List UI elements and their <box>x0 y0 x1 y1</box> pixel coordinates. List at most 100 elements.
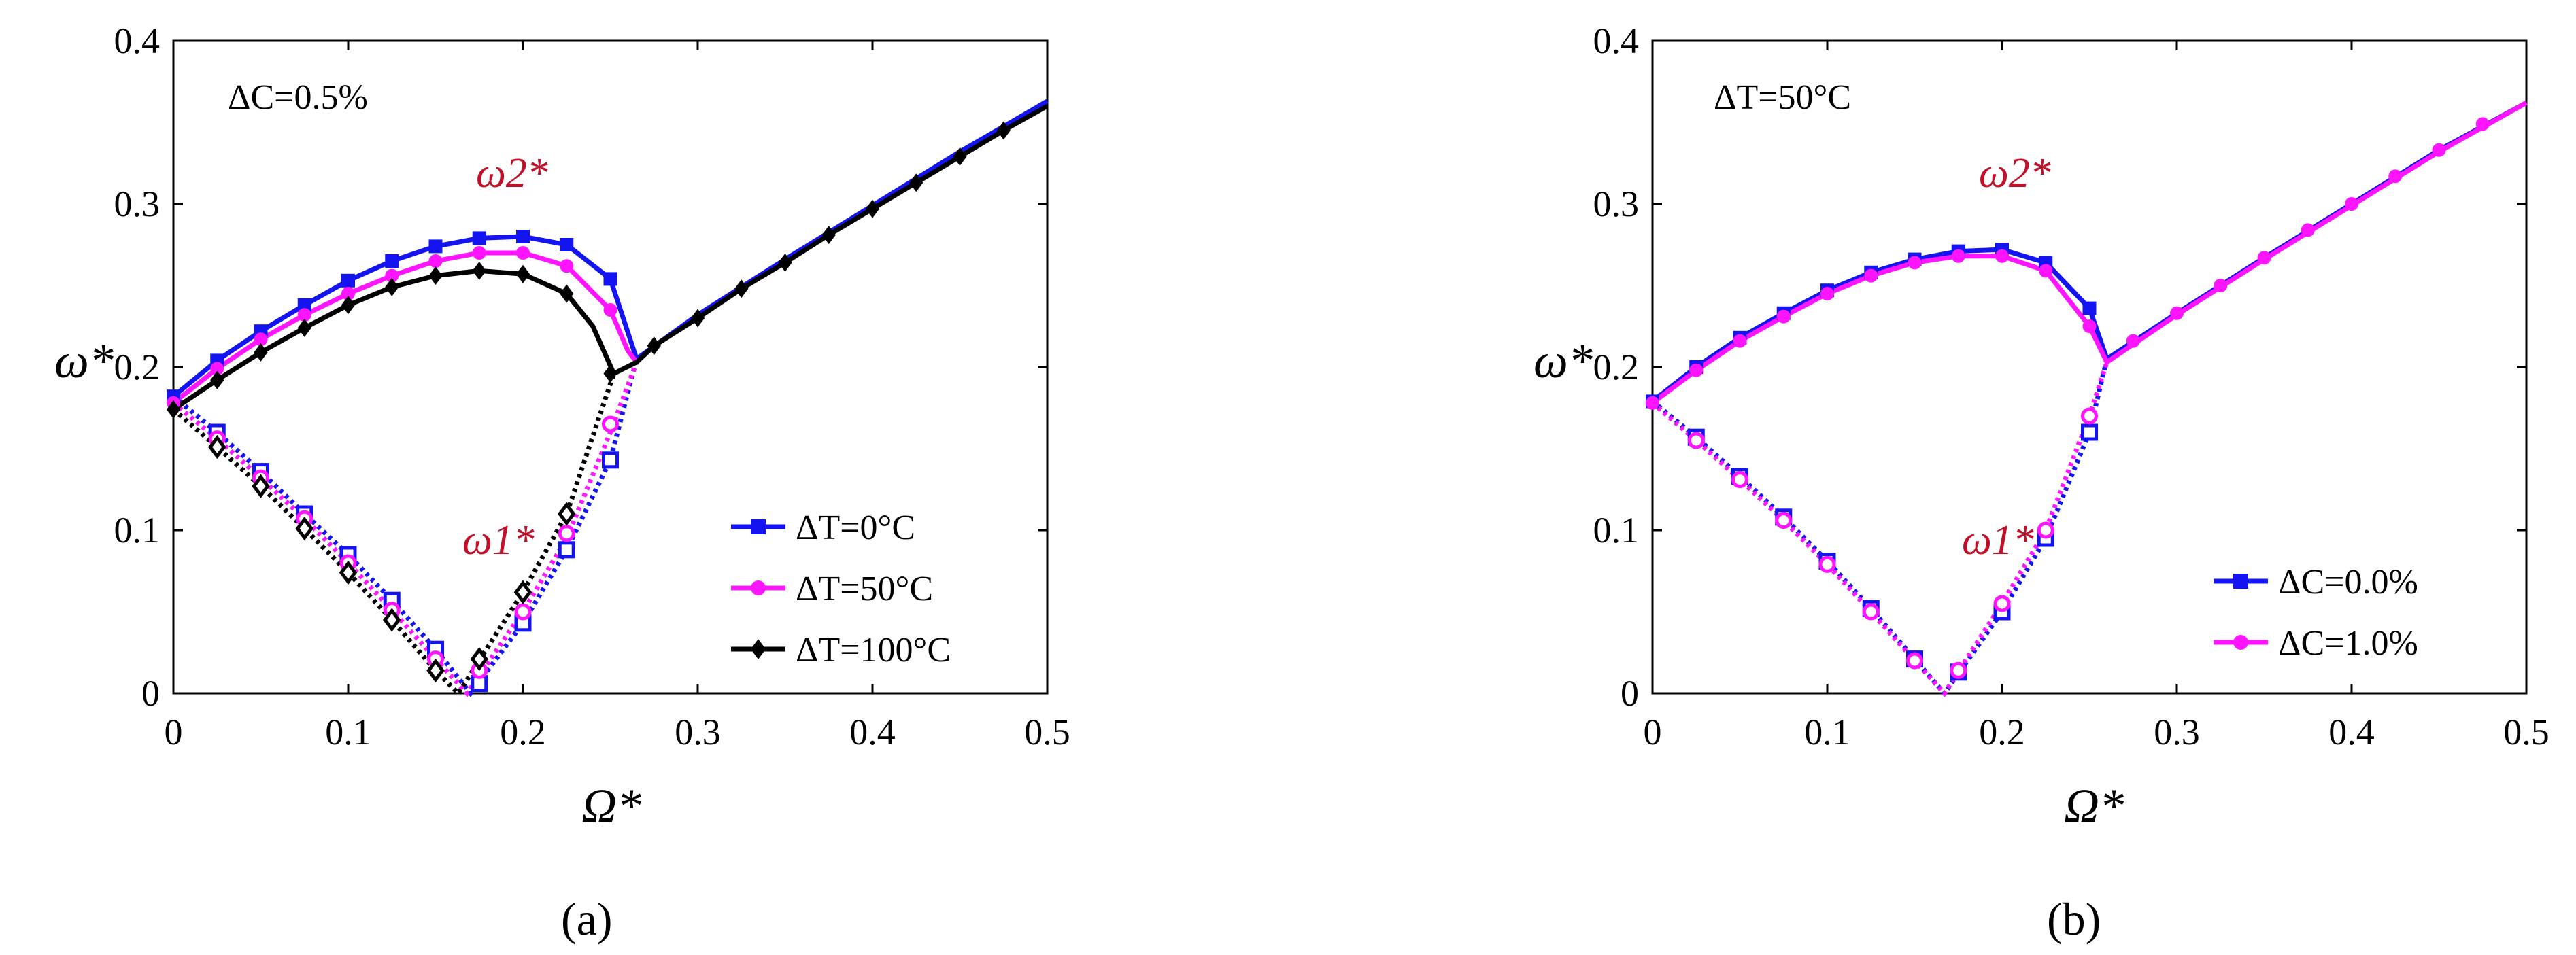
y-axis-label: ω* <box>54 334 114 388</box>
lower-branch-marker <box>339 560 358 585</box>
upper-branch-marker <box>2345 197 2358 211</box>
y-tick-label: 0.3 <box>1593 184 1640 224</box>
x-tick-label: 0.5 <box>1024 712 1070 752</box>
upper-branch-line <box>171 234 639 398</box>
upper-branch-marker <box>385 277 399 296</box>
lower-branch-marker <box>558 541 575 559</box>
lower-branch-marker <box>208 434 226 459</box>
axis-ticks: 0 0.1 0.2 0.3 0.4 0.5 0 0.1 0.2 0.3 0.4 <box>1593 20 2549 752</box>
panel-label: (b) <box>2047 893 2101 945</box>
y-axis-label: ω* <box>1533 334 1593 388</box>
upper-branch-marker <box>341 287 355 300</box>
upper-branch-marker <box>428 254 443 268</box>
lower-branch-label: ω1* <box>462 517 535 563</box>
upper-branch-marker <box>516 246 530 260</box>
upper-branch-marker <box>428 266 443 285</box>
legend-swatch-marker <box>751 519 766 534</box>
upper-branch-marker <box>2126 334 2140 348</box>
legend-swatch-marker <box>2233 635 2248 650</box>
lower-branch-marker <box>1687 432 1705 449</box>
upper-branch-marker <box>341 296 356 315</box>
x-tick-label: 0.4 <box>849 712 896 752</box>
legend-swatch-marker <box>750 639 766 659</box>
upper-branch-marker <box>472 246 486 260</box>
upper-branch-marker <box>1689 363 1704 377</box>
x-tick-label: 0.2 <box>1979 712 2025 752</box>
legend-label: ΔC=1.0% <box>2278 624 2418 663</box>
y-tick-label: 0.2 <box>114 347 160 387</box>
axis-ticks: 0 0.1 0.2 0.3 0.4 0.5 0 0.1 0.2 0.3 0.4 <box>114 20 1070 752</box>
upper-branch-marker <box>515 264 530 283</box>
chart-panel-a: 0 0.1 0.2 0.3 0.4 0.5 0 0.1 0.2 0.3 0.4 ΔC=0.5% ω2… <box>54 20 1070 945</box>
upper-branch-marker <box>603 364 617 383</box>
x-axis-label: Ω* <box>2064 779 2124 833</box>
upper-branch-marker <box>2257 251 2271 265</box>
legend-swatch-marker <box>751 580 766 595</box>
lower-branch-marker <box>513 580 532 604</box>
lower-branch-marker <box>2037 521 2054 539</box>
upper-branch-marker <box>2432 143 2446 157</box>
y-tick-label: 0.2 <box>1593 347 1640 387</box>
upper-branch-marker <box>2214 279 2228 292</box>
lower-branch-marker <box>1950 661 1967 679</box>
upper-branch-marker <box>2082 319 2097 333</box>
upper-branch-marker <box>1733 334 1747 348</box>
upper-branch-marker <box>821 226 836 245</box>
upper-branch-marker <box>603 303 617 317</box>
legend-label: ΔT=100°C <box>796 631 951 670</box>
y-tick-label: 0.4 <box>114 20 160 61</box>
legend-label: ΔT=50°C <box>796 570 933 608</box>
upper-branch-marker <box>472 231 486 245</box>
upper-branch-marker <box>1646 396 1659 410</box>
y-tick-label: 0.1 <box>1593 510 1640 551</box>
upper-branch-marker <box>2082 301 2097 315</box>
upper-branch-marker <box>254 332 268 347</box>
upper-branch-line <box>1650 247 2109 404</box>
x-tick-label: 0.1 <box>325 712 371 752</box>
upper-branch-marker <box>2475 117 2490 131</box>
upper-branch-marker <box>560 284 574 303</box>
upper-branch-marker <box>734 279 749 298</box>
upper-branch-label: ω2* <box>1979 150 2051 196</box>
lower-branch-label: ω1* <box>1962 517 2034 563</box>
upper-branch-marker <box>385 254 399 268</box>
lower-branch-marker <box>252 474 270 498</box>
legend-swatch-marker <box>2233 574 2248 589</box>
y-tick-label: 0 <box>1621 673 1639 714</box>
y-tick-label: 0.4 <box>1593 20 1640 61</box>
x-axis-label: Ω* <box>581 779 641 833</box>
lower-branch-marker <box>1993 595 2011 612</box>
x-tick-label: 0.5 <box>2503 712 2549 752</box>
upper-branch-marker <box>560 259 574 273</box>
upper-branch-marker <box>690 309 705 328</box>
lower-branch-marker <box>558 525 575 542</box>
lower-branch-marker <box>2081 423 2098 441</box>
y-tick-label: 0.1 <box>114 510 160 551</box>
upper-branch-marker <box>1820 287 1834 300</box>
annotation-text: ΔC=0.5% <box>228 78 368 117</box>
legend-label: ΔT=0°C <box>796 508 915 547</box>
upper-branch-marker <box>778 253 792 272</box>
upper-branch-marker <box>909 173 923 192</box>
legend: ΔC=0.0% ΔC=1.0% <box>2203 557 2516 680</box>
upper-branch-marker <box>603 272 617 286</box>
data-series-group <box>1646 101 2528 697</box>
x-tick-label: 0.3 <box>2154 712 2200 752</box>
upper-branch-marker <box>297 308 311 322</box>
chart-panel-b: 0 0.1 0.2 0.3 0.4 0.5 0 0.1 0.2 0.3 0.4 ΔT=50°C ω2… <box>1533 20 2549 945</box>
upper-branch-marker <box>210 370 224 389</box>
upper-branch-marker <box>996 121 1011 140</box>
upper-branch-marker <box>385 268 399 283</box>
upper-branch-label: ω2* <box>476 150 548 196</box>
x-tick-label: 0.4 <box>2328 712 2375 752</box>
lower-branch-marker <box>1818 555 1836 573</box>
upper-branch-marker <box>1995 249 2009 263</box>
lower-branch-marker <box>602 415 619 433</box>
upper-branch-marker <box>1951 249 1965 263</box>
upper-branch-marker <box>2170 306 2184 320</box>
legend-label: ΔC=0.0% <box>2278 563 2418 602</box>
y-tick-label: 0 <box>141 673 160 714</box>
legend-box <box>2203 557 2516 680</box>
upper-branch-marker <box>1908 256 1922 270</box>
